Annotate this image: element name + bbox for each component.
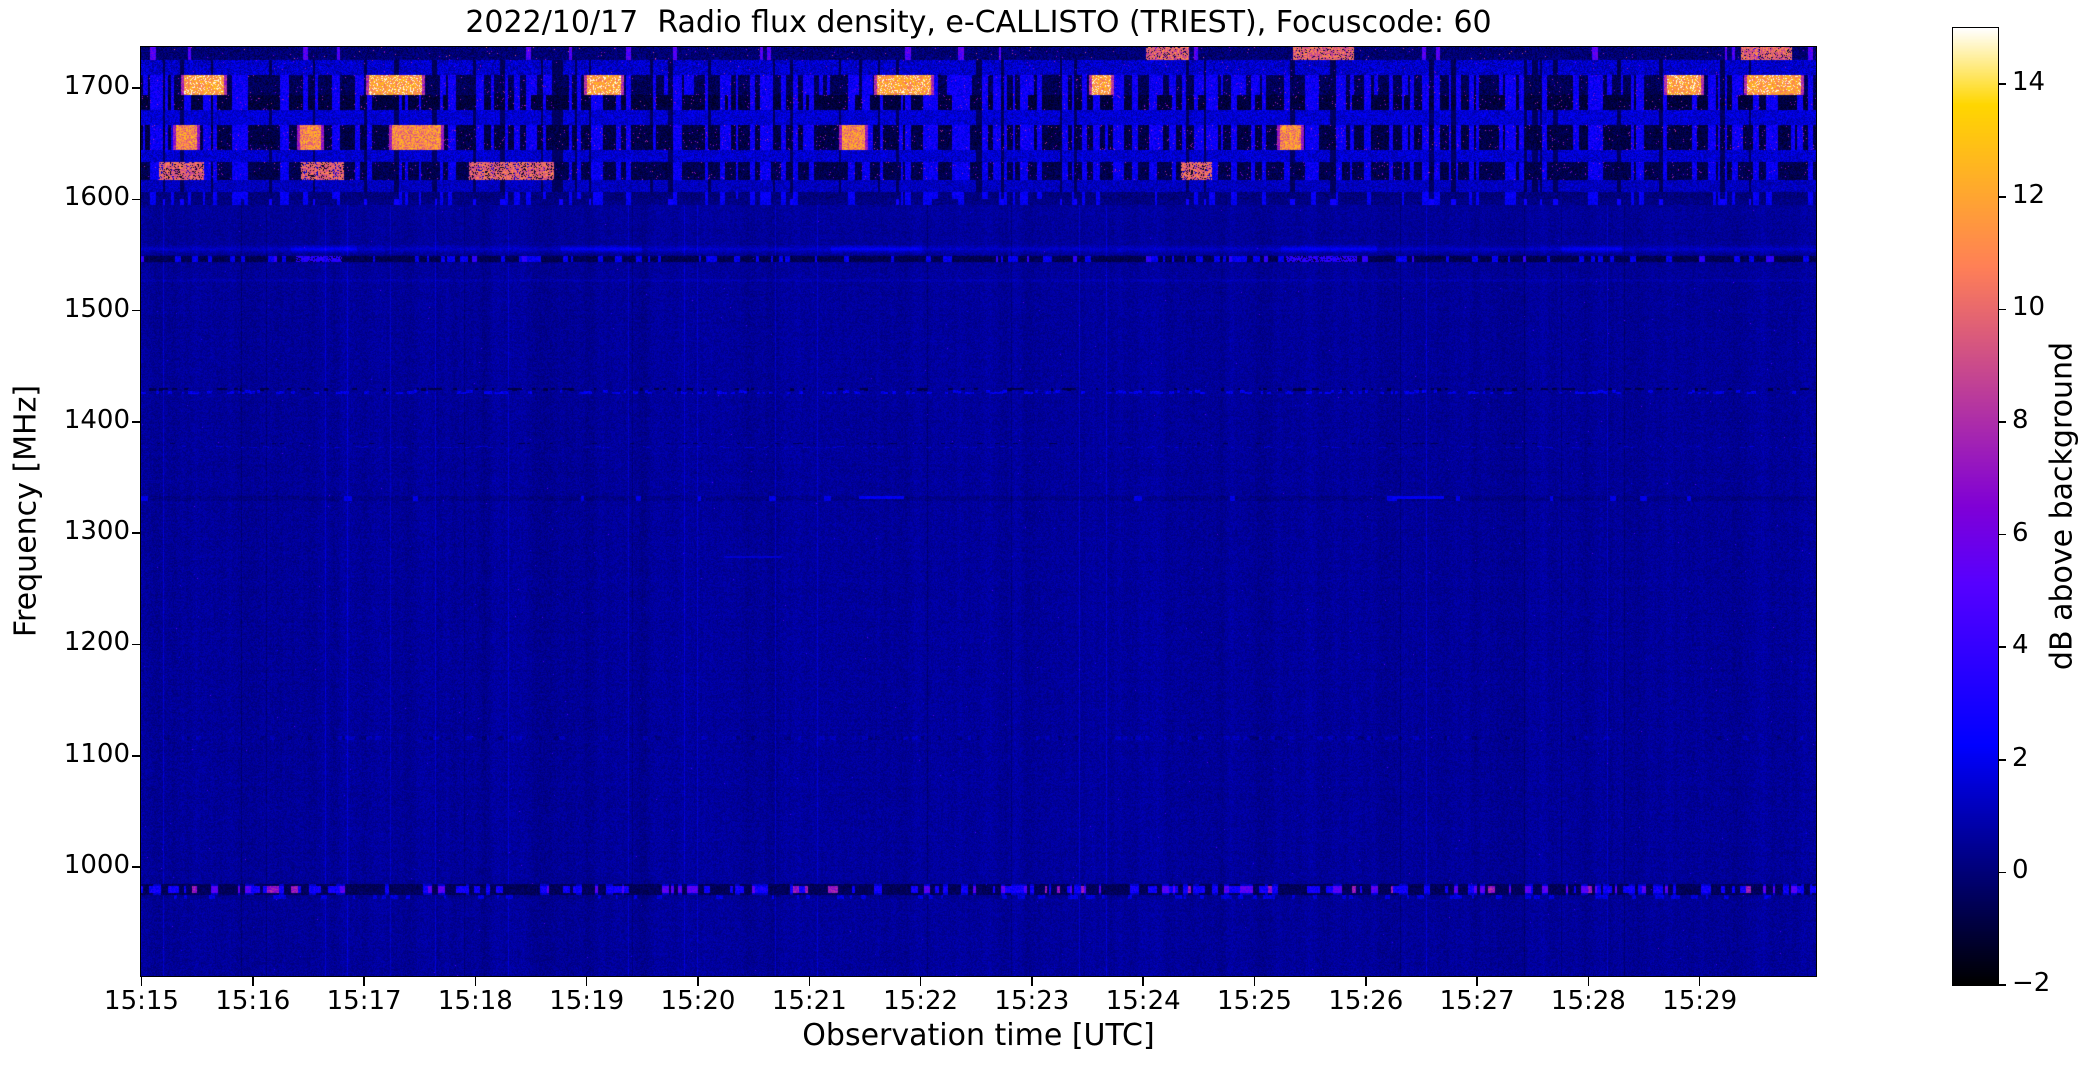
x-tick-label: 15:20	[660, 986, 736, 1016]
colorbar-tick-label: 0	[2012, 855, 2029, 886]
y-tick-mark	[132, 87, 141, 89]
x-tick-mark	[1142, 977, 1144, 986]
y-tick-mark	[132, 421, 141, 423]
y-tick-label: 1600	[63, 182, 130, 213]
x-tick-label: 15:21	[771, 986, 847, 1016]
colorbar-tick-mark	[1998, 83, 2006, 86]
x-tick-mark	[919, 977, 922, 986]
x-tick-label: 15:18	[437, 986, 513, 1016]
y-tick-label: 1300	[63, 516, 130, 547]
y-tick-label: 1000	[63, 849, 130, 880]
y-tick-mark	[132, 309, 141, 312]
y-tick-label: 1700	[63, 71, 130, 102]
colorbar-tick-mark	[1998, 646, 2006, 649]
colorbar-tick-mark	[1998, 984, 2006, 986]
y-tick-label: 1400	[63, 404, 130, 435]
y-tick-mark	[132, 754, 141, 757]
x-tick-label: 15:17	[326, 986, 402, 1016]
x-tick-mark	[1253, 977, 1256, 986]
x-tick-label: 15:29	[1662, 986, 1738, 1016]
colorbar-tick-label: 12	[2012, 179, 2046, 210]
y-tick-label: 1200	[63, 627, 130, 658]
colorbar-tick-label: 2	[2012, 742, 2029, 773]
x-tick-label: 15:19	[549, 986, 625, 1016]
colorbar-tick-label: 6	[2012, 517, 2029, 548]
colorbar-tick-mark	[1998, 759, 2006, 761]
colorbar-tick-mark	[1998, 308, 2006, 311]
colorbar-gradient	[1953, 28, 1998, 985]
colorbar-tick-mark	[1998, 421, 2006, 423]
x-tick-mark	[1031, 977, 1033, 986]
y-tick-mark	[132, 532, 141, 534]
colorbar-tick-label: 4	[2012, 630, 2029, 661]
x-tick-mark	[697, 977, 699, 986]
y-tick-mark	[132, 866, 141, 868]
y-tick-mark	[132, 643, 141, 646]
colorbar-tick-mark	[1998, 533, 2006, 536]
x-tick-mark	[140, 977, 143, 986]
x-tick-mark	[1476, 977, 1478, 986]
spectrogram-heatmap	[141, 47, 1816, 976]
x-tick-label: 15:24	[1105, 986, 1181, 1016]
x-tick-label: 15:22	[883, 986, 959, 1016]
x-tick-mark	[363, 977, 365, 986]
x-tick-mark	[585, 977, 588, 986]
colorbar-tick-label: 8	[2012, 405, 2029, 436]
x-axis-label: Observation time [UTC]	[802, 1018, 1155, 1053]
x-tick-label: 15:28	[1550, 986, 1626, 1016]
y-tick-label: 1100	[63, 738, 130, 769]
x-tick-label: 15:27	[1439, 986, 1515, 1016]
y-tick-label: 1500	[63, 293, 130, 324]
colorbar-tick-label: 14	[2012, 67, 2046, 98]
colorbar-tick-mark	[1998, 871, 2006, 874]
x-tick-mark	[1587, 977, 1590, 986]
y-tick-mark	[132, 198, 141, 201]
x-tick-mark	[1698, 977, 1701, 986]
x-tick-label: 15:15	[104, 986, 179, 1016]
x-tick-label: 15:26	[1328, 986, 1404, 1016]
plot-title: 2022/10/17 Radio flux density, e-CALLIST…	[465, 5, 1492, 40]
colorbar-tick-label: −2	[2012, 968, 2051, 998]
x-tick-label: 15:23	[994, 986, 1070, 1016]
colorbar-label: dB above background	[2044, 341, 2080, 671]
colorbar-tick-label: 10	[2012, 292, 2046, 323]
x-tick-mark	[252, 977, 254, 986]
x-tick-mark	[474, 977, 477, 986]
colorbar-tick-mark	[1998, 196, 2006, 198]
x-tick-mark	[1365, 977, 1367, 986]
x-tick-label: 15:16	[215, 986, 291, 1016]
x-tick-label: 15:25	[1217, 986, 1292, 1016]
x-tick-mark	[808, 977, 811, 986]
